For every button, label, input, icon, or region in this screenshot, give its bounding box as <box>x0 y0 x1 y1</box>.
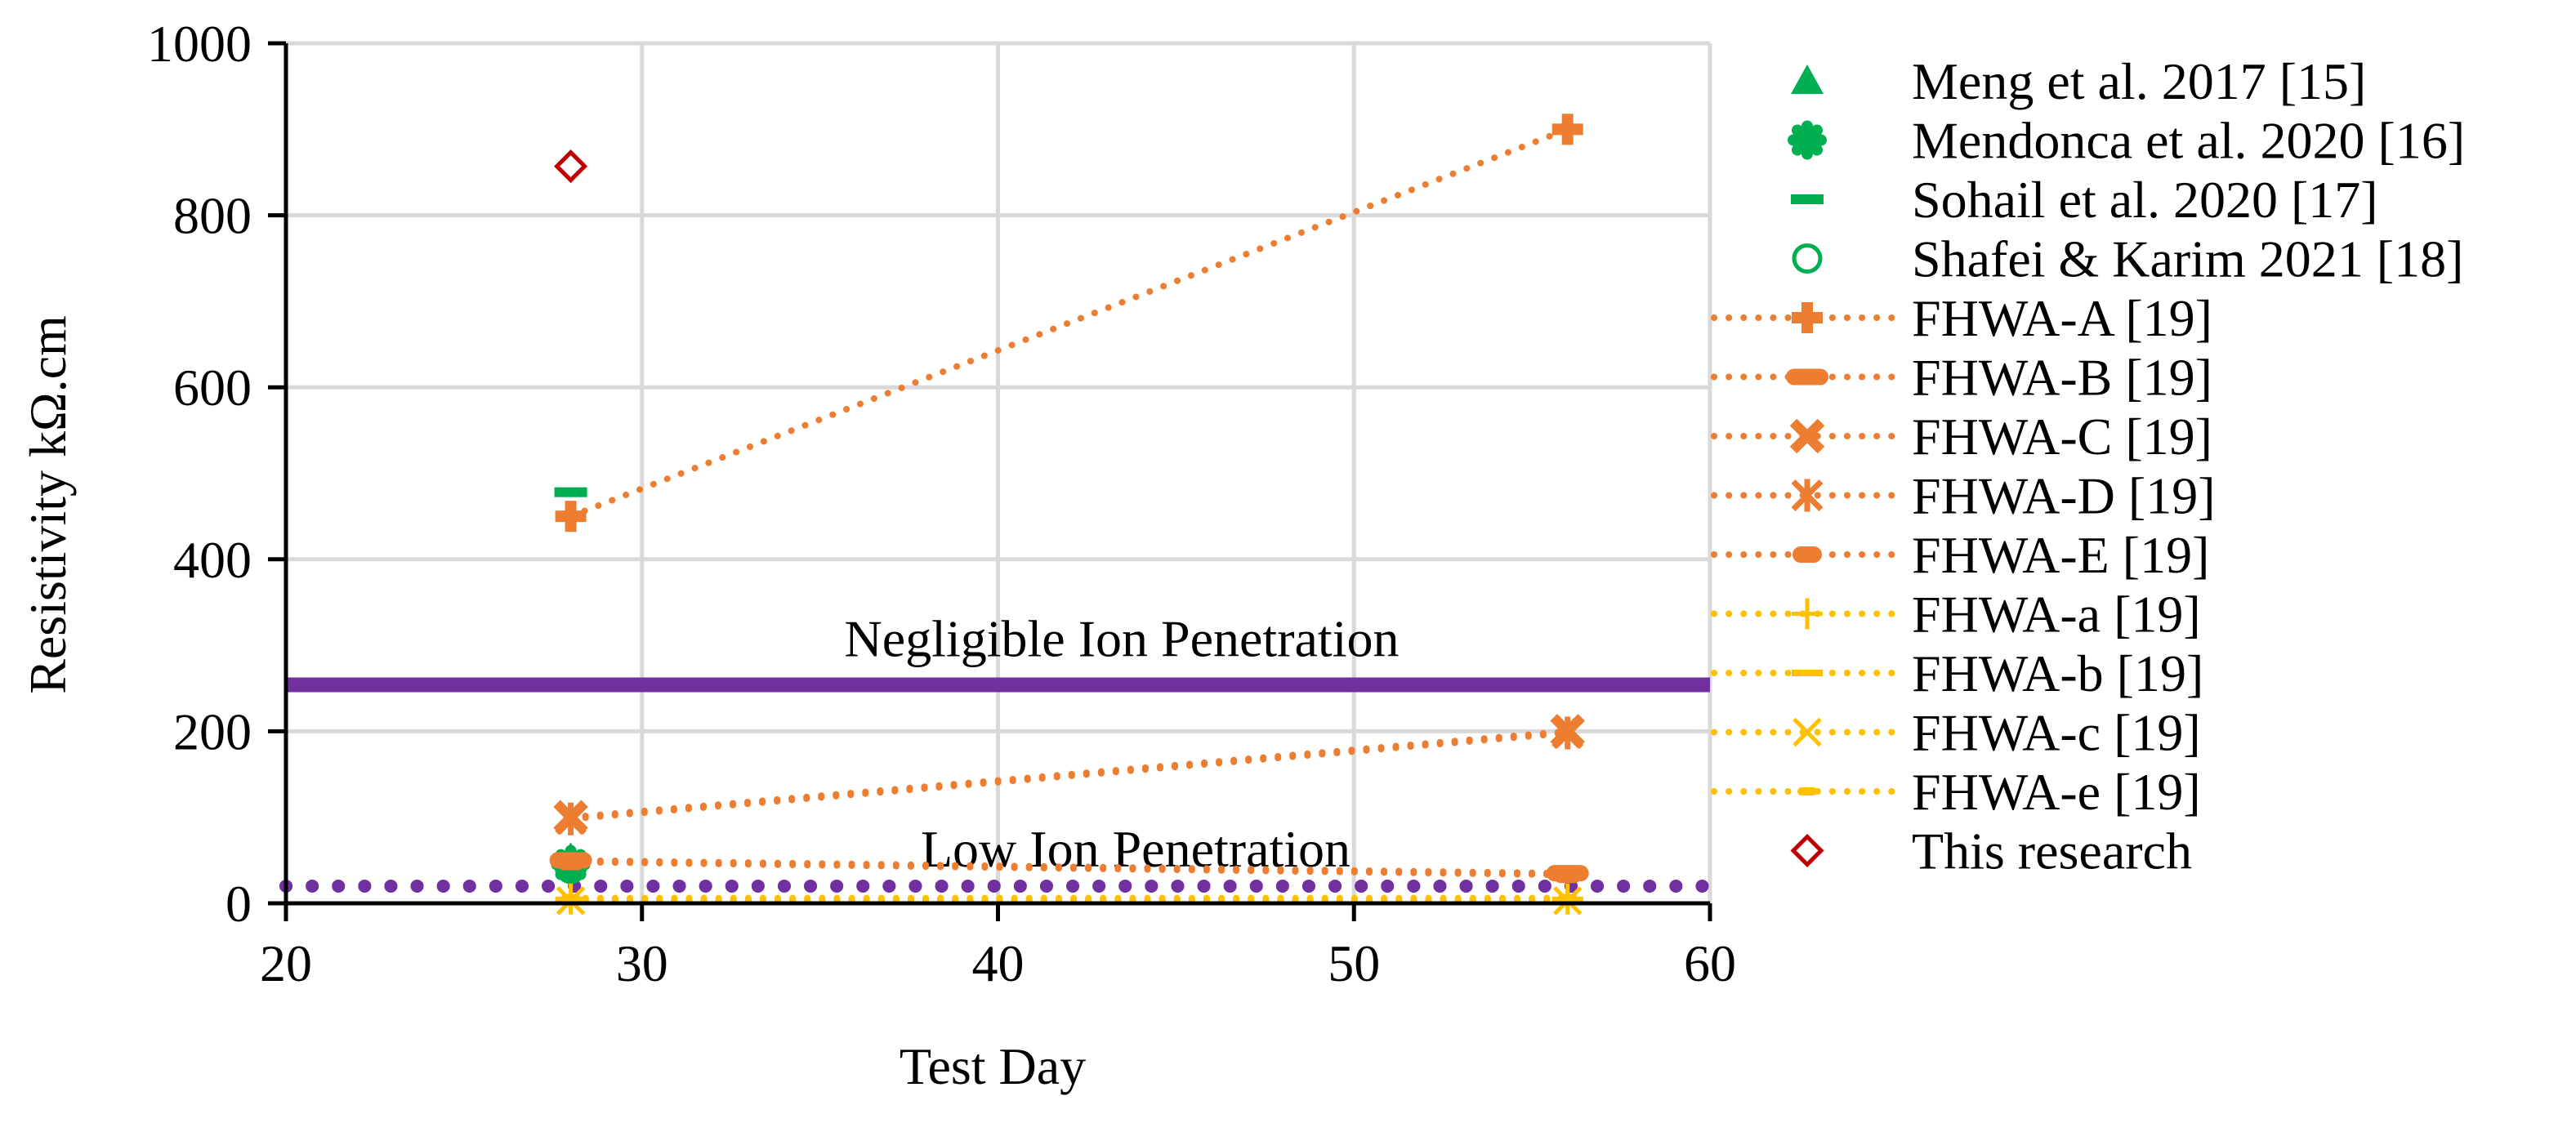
data-point <box>560 893 581 902</box>
data-point <box>554 149 588 184</box>
axes-layer: 0 200 400 600 800 1000 20 30 40 50 60 <box>147 15 1736 992</box>
legend-item-mendonca-et-al-2020-16: Mendonca et al. 2020 [16] <box>1788 112 2465 170</box>
legend-item-shafei-karim-2021-18: Shafei & Karim 2021 [18] <box>1792 230 2463 288</box>
gear-marker <box>1788 120 1827 160</box>
small-dash-marker <box>1557 893 1578 902</box>
legend-label: Mendonca et al. 2020 [16] <box>1912 112 2465 170</box>
bold-plus-marker <box>1792 302 1823 333</box>
dash-marker <box>554 487 587 497</box>
legend-item-meng-et-al-2017-15: Meng et al. 2017 [15] <box>1791 52 2366 110</box>
open-diamond-marker <box>1790 833 1824 868</box>
y-tick-label: 200 <box>173 702 252 760</box>
y-axis-title: Resistivity kΩ.cm <box>19 315 77 694</box>
series-line-fhwa-e-19 <box>567 858 1571 879</box>
legend-item-fhwa-c-19: FHWA-C [19] <box>1711 408 2212 466</box>
legend-item-fhwa-a-19: FHWA-A [19] <box>1711 289 2212 347</box>
x-tick-label: 40 <box>972 934 1025 992</box>
legend-item-fhwa-b-19: FHWA-b [19] <box>1711 644 2203 702</box>
legend-label: FHWA-a [19] <box>1912 586 2201 644</box>
x-axis-title: Test Day <box>900 1037 1086 1095</box>
series-fhwa-a-19 <box>555 114 1583 533</box>
small-dash-marker <box>1797 787 1817 795</box>
data-point <box>556 853 586 871</box>
legend-item-fhwa-b-19: FHWA-B [19] <box>1711 349 2212 407</box>
series-line-fhwa-d-19 <box>567 729 1571 822</box>
y-tick-label: 0 <box>225 875 252 933</box>
triangle-marker <box>1791 65 1824 94</box>
legend-item-fhwa-c-19: FHWA-c [19] <box>1711 704 2201 762</box>
negligible-ion-penetration-label: Negligible Ion Penetration <box>845 610 1400 668</box>
legend-layer: Meng et al. 2017 [15]Mendonca et al. 202… <box>1711 52 2465 880</box>
thin-plus-marker <box>1792 598 1823 630</box>
legend-label: FHWA-E [19] <box>1912 526 2209 584</box>
legend-label: Shafei & Karim 2021 [18] <box>1912 230 2463 288</box>
asterisk-marker <box>555 802 587 836</box>
y-tick-label: 1000 <box>147 15 252 73</box>
x-tick-label: 50 <box>1328 934 1380 992</box>
legend-item-fhwa-e-19: FHWA-e [19] <box>1711 763 2201 821</box>
series-layer <box>549 114 1589 916</box>
legend-label: Meng et al. 2017 [15] <box>1912 52 2366 110</box>
bold-plus-marker <box>1551 114 1583 145</box>
data-point <box>1551 716 1584 750</box>
grid-layer <box>286 41 1712 903</box>
series-line-fhwa-a-19 <box>567 126 1571 520</box>
legend-item-fhwa-e-19: FHWA-E [19] <box>1711 526 2209 584</box>
bold-x-marker <box>1789 418 1825 454</box>
legend-label: FHWA-C [19] <box>1912 408 2212 466</box>
pill-marker <box>1552 867 1583 884</box>
y-tick-label: 600 <box>173 359 252 417</box>
open-circle-marker <box>1792 243 1823 274</box>
legend-item-fhwa-d-19: FHWA-D [19] <box>1711 467 2216 525</box>
x-tick-label: 60 <box>1684 934 1736 992</box>
thin-x-marker <box>1792 717 1822 747</box>
open-diamond-marker <box>554 149 588 184</box>
data-point <box>555 802 587 836</box>
dash-marker <box>1791 194 1824 204</box>
series-fhwa-e-19 <box>560 893 1578 902</box>
legend-label: FHWA-D [19] <box>1912 467 2216 525</box>
data-point <box>1551 114 1583 145</box>
data-point <box>1557 893 1578 902</box>
asterisk-marker <box>1551 716 1584 750</box>
data-point <box>555 501 587 533</box>
series-fhwa-d-19 <box>555 716 1584 836</box>
legend-label: FHWA-e [19] <box>1912 763 2201 821</box>
data-point <box>554 487 587 497</box>
legend-label: FHWA-B [19] <box>1912 349 2212 407</box>
x-tick-label: 30 <box>616 934 668 992</box>
legend-label: FHWA-c [19] <box>1912 704 2201 762</box>
legend-label: Sohail et al. 2020 [17] <box>1912 171 2378 229</box>
thin-dash-marker <box>1792 670 1823 676</box>
series-sohail-et-al-2020-17 <box>554 487 587 497</box>
pill-marker <box>1792 546 1822 563</box>
bar-marker <box>1786 368 1828 385</box>
data-point <box>1552 867 1583 884</box>
legend-item-this-research: This research <box>1790 822 2192 880</box>
asterisk-marker <box>1791 479 1824 512</box>
legend-label: FHWA-A [19] <box>1912 289 2212 347</box>
y-tick-label: 800 <box>173 187 252 245</box>
small-dash-marker <box>560 893 581 902</box>
legend-item-sohail-et-al-2020-17: Sohail et al. 2020 [17] <box>1791 171 2378 229</box>
y-tick-label: 400 <box>173 531 252 589</box>
series-fhwa-e-19 <box>556 853 1583 884</box>
legend-label: This research <box>1912 822 2192 880</box>
series-this-research <box>554 149 588 184</box>
pill-marker <box>556 853 586 871</box>
legend-label: FHWA-b [19] <box>1912 644 2203 702</box>
bold-plus-marker <box>555 501 587 533</box>
legend-item-fhwa-a-19: FHWA-a [19] <box>1711 586 2201 644</box>
x-tick-label: 20 <box>260 934 312 992</box>
